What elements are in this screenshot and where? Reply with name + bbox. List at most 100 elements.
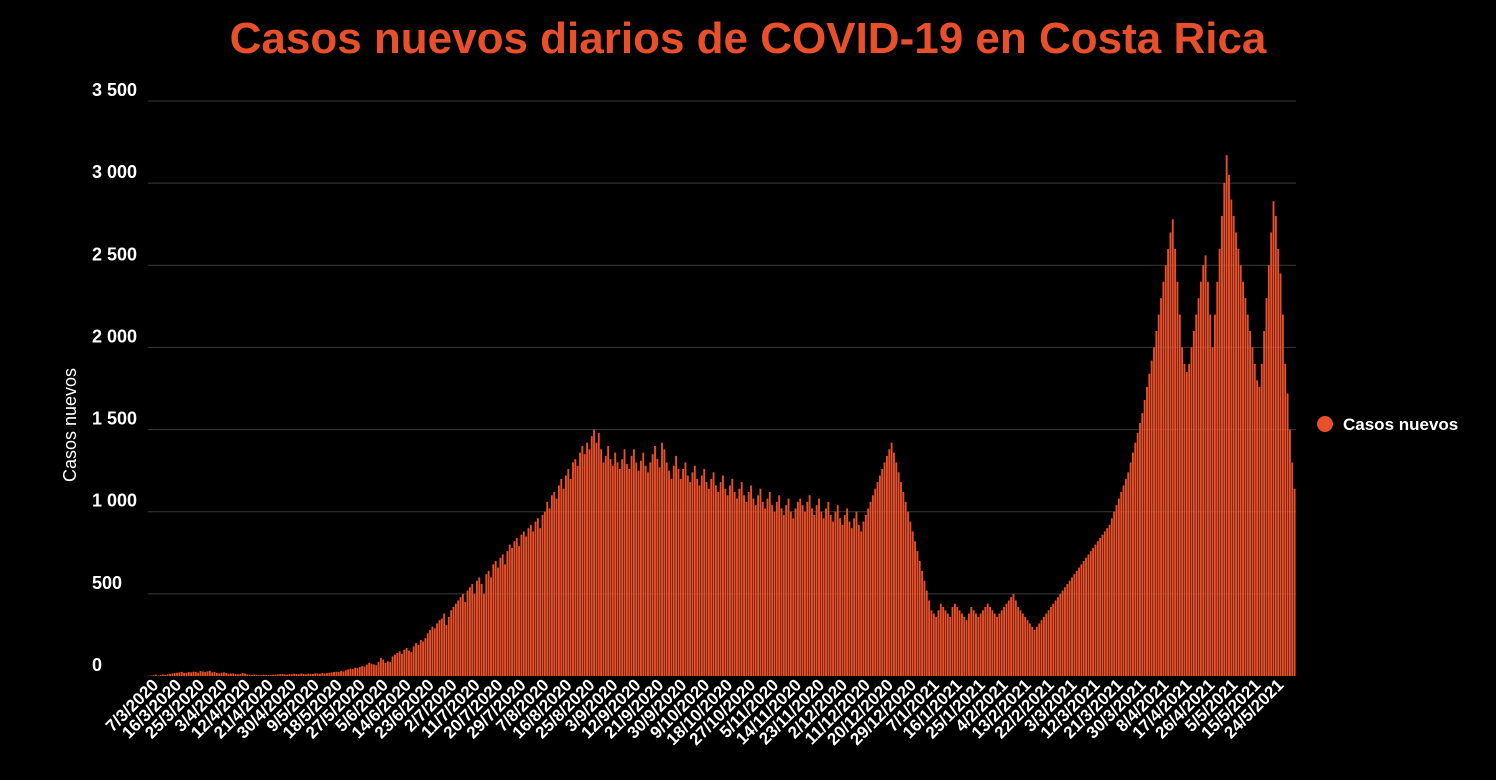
bar [869,501,872,676]
bar [1127,472,1130,676]
bar [1003,607,1006,676]
bar [208,670,211,676]
bar [811,508,813,676]
bar [405,648,408,676]
bar [881,469,884,676]
bar [155,674,157,676]
bar [454,603,457,676]
bar [1246,314,1249,676]
bar [199,671,202,676]
bar [361,666,364,676]
bar [642,452,645,676]
bar [663,449,666,676]
bar [614,452,617,676]
bar [637,470,640,676]
bar [785,505,788,676]
bar [677,469,680,676]
bar [689,482,692,676]
bar [719,482,722,676]
bar [206,671,209,676]
bar [986,603,989,676]
bar [621,459,624,676]
bar [1260,363,1263,676]
bar [738,488,741,676]
bar [1263,331,1266,676]
bar [1288,429,1291,676]
bar [1000,610,1003,676]
bar [1007,600,1010,676]
bar [1162,281,1165,676]
bar [490,577,492,676]
bar [724,488,727,676]
bar [644,465,647,676]
bar [1164,265,1167,676]
bar [290,674,293,676]
bar [293,673,296,676]
bar [288,674,291,676]
bar [459,597,462,676]
bar [354,667,357,676]
bar [878,475,881,676]
bar [1014,600,1017,676]
bar [965,620,968,676]
bar [864,515,867,676]
bar [1066,584,1069,676]
bar [710,478,713,676]
bar [365,664,368,676]
bar [169,674,171,676]
bar [911,531,914,676]
bar [396,653,399,676]
bar [604,455,607,676]
bar [244,673,246,676]
bar [330,672,333,676]
bar [989,607,991,676]
bar [1270,232,1273,676]
bar [649,462,652,676]
bar [419,639,422,676]
bar [782,515,785,676]
bar [1092,547,1095,676]
bar [452,607,455,676]
bar [930,610,933,676]
bar [248,674,251,676]
bar [1146,386,1148,676]
bar [635,462,638,676]
bar [595,442,598,676]
bar [616,462,619,676]
bar [982,610,984,676]
bar [1150,360,1153,676]
bar [319,673,321,676]
bar [960,613,963,676]
bar [1012,593,1015,676]
bar [1232,216,1235,676]
bar [260,675,263,676]
y-tick-label: 2 000 [92,326,137,346]
bar [194,671,197,676]
bar [546,501,549,676]
bar [515,538,518,676]
bar [640,460,642,676]
bar [888,449,891,676]
bar [1115,505,1118,676]
bar [771,505,774,676]
bar [183,673,186,676]
bar [539,528,542,676]
bar [1148,373,1151,676]
bar [1211,347,1214,676]
bar [230,673,232,676]
bar [255,674,258,676]
bar [853,518,856,676]
bar [625,464,628,676]
bar [996,616,998,676]
bar [729,485,731,676]
bar [939,603,942,676]
bar [543,511,546,676]
bar [529,524,532,676]
bar [1085,557,1088,676]
bar [553,492,556,676]
bar [914,541,916,676]
bar [1005,603,1008,676]
bar [1064,587,1066,676]
bar [775,501,778,676]
